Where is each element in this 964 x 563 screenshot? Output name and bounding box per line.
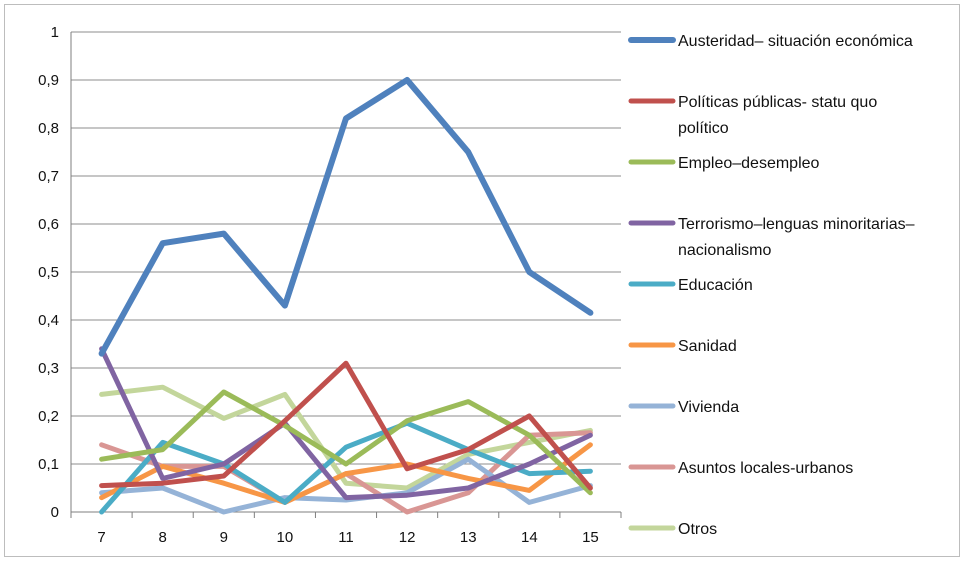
y-tick-label: 0,2 [38,408,59,425]
x-tick-label: 13 [460,529,477,546]
legend-label: Terrorismo–lenguas minoritarias– [678,216,915,233]
y-tick-label: 1 [51,24,59,41]
legend-label: Austeridad– situación económica [678,33,913,50]
series-line [99,420,593,515]
legend-label: Asuntos locales-urbanos [678,460,853,477]
y-tick-label: 0,9 [38,72,59,89]
legend-label: Vivienda [678,399,739,416]
y-axis-ticks: 0 0,1 0,2 0,3 0,4 0,5 0,6 0,7 0,8 0,9 1 [38,24,59,521]
legend-label: Políticas públicas- statu quo [678,94,877,111]
series-lines [98,77,594,515]
y-tick-label: 0,6 [38,216,59,233]
y-tick-label: 0,1 [38,456,59,473]
x-tick-label: 15 [582,529,599,546]
line-chart: 0 0,1 0,2 0,3 0,4 0,5 0,6 0,7 0,8 0,9 1 7 8 9 10 11 12 1… [38,24,915,546]
y-tick-label: 0 [51,504,59,521]
x-tick-label: 9 [220,529,228,546]
x-tick-label: 11 [338,529,354,546]
series-line [99,384,593,491]
series-line [99,360,593,491]
x-tick-label: 10 [277,529,294,546]
y-tick-label: 0,8 [38,120,59,137]
y-tick-label: 0,4 [38,312,59,329]
y-tick-label: 0,5 [38,264,59,281]
x-axis-ticks: 7 8 9 10 11 12 13 14 15 [70,512,622,546]
x-tick-label: 12 [399,529,416,546]
y-tick-label: 0,7 [38,168,59,185]
x-tick-label: 8 [158,529,166,546]
series-line [99,346,593,501]
legend: Austeridad– situación económica Políticas… [628,33,915,538]
legend-label: nacionalismo [678,242,771,259]
legend-label: político [678,120,729,137]
legend-label: Empleo–desempleo [678,155,820,172]
axes [70,32,621,513]
x-tick-label: 14 [521,529,538,546]
y-tick-label: 0,3 [38,360,59,377]
x-tick-label: 7 [97,529,105,546]
series-line [98,77,594,357]
chart-frame: 0 0,1 0,2 0,3 0,4 0,5 0,6 0,7 0,8 0,9 1 7 8 9 10 11 12 1… [4,4,960,557]
legend-label: Sanidad [678,338,737,355]
series-line [99,389,593,496]
legend-label: Educación [678,277,753,294]
legend-label: Otros [678,521,717,538]
gridlines [71,31,621,465]
